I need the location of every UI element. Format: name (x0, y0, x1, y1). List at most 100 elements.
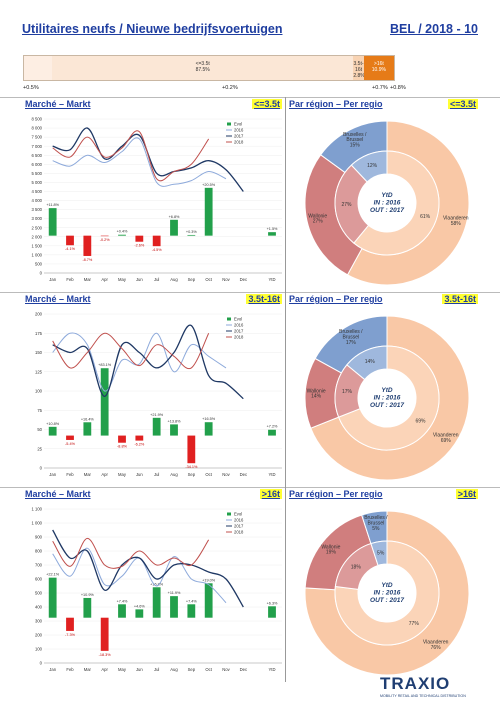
x-tick-label: Jan (49, 472, 56, 477)
y-tick-label: 0 (40, 661, 43, 666)
legend-entry: Evol (234, 317, 242, 322)
x-tick-label: Mar (84, 472, 92, 477)
donut-hole (358, 174, 416, 232)
donut-center-text: YtD (381, 192, 393, 199)
donut-label: 69% (415, 418, 426, 424)
divider (0, 487, 500, 488)
legend-swatch (227, 512, 231, 516)
market-chart: 0 25 50 75 100 125 150 175 200 +10.8% -5.4% +16.4% +… (35, 312, 282, 477)
evol-label: +7.4% (186, 599, 197, 603)
x-tick-label: Jul (154, 667, 159, 672)
evol-bar-ytd (268, 232, 276, 236)
market-segment-badge: 3.5t-16t (246, 294, 282, 304)
x-tick-label: Jun (136, 472, 143, 477)
donut-label: Bruxelles / Brussel 15% (343, 132, 367, 149)
evol-label: -6.2% (134, 443, 145, 447)
y-tick-label: 500 (35, 591, 43, 596)
evol-label-ytd: +6.3% (267, 601, 278, 605)
donut-label: Wallonie 19% (321, 544, 340, 555)
y-tick-label: 100 (35, 389, 43, 394)
x-tick-label: Jun (136, 277, 143, 282)
evol-label: -34.1% (185, 465, 198, 469)
evol-bar (135, 609, 144, 618)
evol-label: +16.4% (81, 417, 95, 421)
x-tick-label: Mar (84, 667, 92, 672)
market-panel-title: Marché – Markt (25, 294, 91, 304)
donut-label: 5% (377, 550, 385, 556)
evol-bar (118, 604, 126, 618)
y-tick-label: 100 (35, 647, 43, 652)
x-tick-label: Nov (222, 472, 230, 477)
evol-bar (66, 617, 74, 631)
region-donut-chart: Vlaanderen 58% Wallonie 27% Bruxelles / Bruss… (304, 120, 470, 286)
donut-center-text: YtD (381, 387, 393, 394)
donut-hole (358, 564, 416, 622)
series-line-2016 (52, 547, 227, 604)
y-tick-label: 900 (35, 535, 43, 540)
legend-entry: 2016 (234, 323, 244, 328)
segment-label: 3.5t-16t (353, 61, 364, 73)
series-line-2018 (52, 130, 210, 182)
y-tick-label: 1 000 (32, 252, 43, 257)
evol-label: +22.1% (46, 573, 60, 577)
y-tick-label: 300 (35, 619, 43, 624)
donut-label: 18% (351, 565, 362, 571)
y-tick-label: 1 500 (32, 243, 43, 248)
y-tick-label: 800 (35, 549, 43, 554)
y-tick-label: 75 (37, 408, 42, 413)
region-panel-title: Par région – Per regio (289, 99, 383, 109)
segment-evol: +0.8% (390, 85, 406, 91)
evol-label: +6.8% (169, 215, 180, 219)
donut-label: 17% (342, 389, 353, 395)
y-tick-label: 1 100 (32, 507, 43, 512)
evol-bar (66, 235, 74, 246)
x-tick-label: Sep (188, 277, 196, 282)
segment-evol-row: +0.5% +0.2% +0.7% +0.8% (0, 85, 500, 97)
x-tick-label: Aug (170, 667, 178, 672)
evol-label: +11.8% (46, 203, 59, 207)
evol-label: +0.3% (186, 230, 197, 234)
evol-label: +16.5% (202, 417, 216, 421)
evol-label: -8.8% (117, 445, 128, 449)
donut-label: 27% (342, 202, 353, 208)
y-tick-label: 1 000 (32, 521, 43, 526)
evol-bar (83, 235, 92, 256)
donut-label: Wallonie 27% (308, 213, 327, 224)
y-tick-label: 4 000 (32, 198, 43, 203)
y-tick-label: 6 000 (32, 162, 43, 167)
region-donut-chart: Vlaanderen 69% Wallonie 14% Bruxelles / Bruss… (304, 315, 470, 481)
region-segment-badge: <=3.5t (447, 99, 478, 109)
evol-label: +19.0% (202, 578, 216, 582)
legend-entry: 2016 (234, 518, 244, 523)
y-tick-label: 3 500 (32, 207, 43, 212)
x-tick-label: Jan (49, 667, 56, 672)
legend-entry: 2017 (234, 524, 244, 529)
evol-label: +11.9% (168, 591, 181, 595)
y-tick-label: 150 (35, 350, 43, 355)
donut-center-text: OUT : 2017 (370, 207, 404, 214)
market-chart: 0 100 200 300 400 500 600 700 800 900 1 000 1 100 +2… (32, 507, 282, 672)
y-tick-label: 8 500 (32, 117, 43, 122)
segment-value: 10.9% (371, 67, 386, 73)
series-line-2017 (52, 324, 244, 400)
x-tick-label: Sep (188, 472, 196, 477)
donut-label: Vlaanderen 58% (443, 215, 469, 226)
donut-label: 12% (367, 163, 378, 169)
segment-evol: +0.5% (23, 85, 39, 91)
x-tick-label: Feb (66, 472, 74, 477)
legend-entry: 2018 (234, 530, 244, 535)
evol-bar-ytd (268, 606, 276, 618)
x-tick-label: Aug (170, 277, 178, 282)
x-tick-label: Oct (205, 667, 212, 672)
legend-entry: 2017 (234, 134, 244, 139)
panel-separator (285, 487, 286, 682)
legend-entry: 2016 (234, 128, 244, 133)
y-tick-label: 7 000 (32, 144, 43, 149)
evol-label: +21.9% (150, 413, 164, 417)
page-title: Utilitaires neufs / Nieuwe bedrijfsvoert… (22, 22, 283, 36)
x-tick-label: Dec (240, 472, 247, 477)
evol-bar (48, 577, 57, 618)
evol-bar (48, 208, 57, 236)
x-tick-label: May (118, 277, 127, 282)
